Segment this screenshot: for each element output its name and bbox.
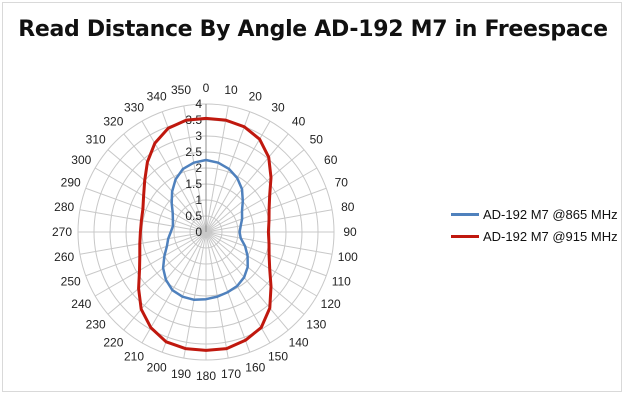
polar-plot: 00.511.522.533.54 0 10 2030405060708090100… [52, 81, 358, 383]
grid-spoke [79, 209, 207, 233]
angle-label: 190 [171, 367, 191, 381]
grid-spoke [161, 111, 207, 233]
grid-spoke [141, 120, 207, 233]
grid-spoke [205, 187, 327, 233]
grid-spoke [161, 231, 207, 353]
grid-spoke [123, 231, 207, 331]
angle-label: 210 [124, 350, 144, 364]
legend-item-865: AD-192 M7 @865 MHz [451, 203, 623, 225]
angle-label: 110 [332, 274, 351, 288]
angle-label: 30 [271, 100, 285, 114]
series-line-915 [137, 116, 273, 352]
chart-title: Read Distance By Angle AD-192 M7 in Free… [18, 17, 608, 42]
radial-tick-label: 2 [195, 161, 202, 175]
angle-label: 0 [203, 81, 210, 95]
angle-label: 250 [61, 274, 81, 288]
angle-label: 10 [224, 83, 238, 97]
grid-spoke [85, 231, 207, 277]
angle-label: 100 [338, 250, 358, 264]
angle-label: 80 [341, 200, 355, 214]
legend: AD-192 M7 @865 MHz AD-192 M7 @915 MHz [451, 203, 623, 247]
radial-tick-label: 2.5 [185, 145, 202, 159]
angle-label: 150 [268, 350, 288, 364]
angle-label: 200 [147, 360, 167, 374]
series-layer [137, 116, 273, 352]
grid-spoke [205, 111, 251, 233]
angle-label: 220 [103, 335, 123, 349]
angle-label: 120 [321, 297, 341, 311]
angle-label: 240 [71, 297, 91, 311]
grid-spoke [205, 105, 229, 233]
radial-tick-label: 3 [195, 129, 202, 143]
angle-label: 350 [171, 83, 191, 97]
grid-spoke [107, 149, 207, 233]
legend-label-915: AD-192 M7 @915 MHz [483, 228, 618, 244]
grid-spoke [107, 231, 207, 315]
grid-spoke [205, 231, 305, 315]
grid-spoke [205, 149, 305, 233]
grid-spoke [79, 231, 207, 255]
legend-swatch-915 [451, 234, 479, 238]
angle-label: 330 [124, 100, 144, 114]
angle-label: 340 [147, 90, 167, 104]
angle-label: 290 [61, 176, 81, 190]
angle-label: 180 [196, 369, 216, 383]
angle-label: 310 [86, 132, 106, 146]
radial-tick-label: 1.5 [185, 177, 202, 191]
grid-spoke [123, 133, 207, 233]
grid-spoke [205, 231, 229, 359]
grid-spoke [94, 167, 207, 233]
angle-label: 140 [289, 335, 309, 349]
radial-tick-label: 0 [195, 225, 202, 239]
series-line-865 [161, 158, 249, 302]
grid-spoke [183, 105, 207, 233]
grid-spoke [205, 231, 318, 297]
angle-label: 70 [335, 176, 349, 190]
grid-spoke [205, 231, 271, 344]
radial-tick-label: 0.5 [185, 209, 202, 223]
angle-label: 280 [54, 200, 74, 214]
legend-swatch-865 [451, 212, 479, 216]
angle-label: 130 [306, 318, 326, 332]
grid-spoke [85, 187, 207, 233]
grid-spoke [205, 133, 289, 233]
grid-spoke [183, 231, 207, 359]
angle-label: 50 [310, 132, 324, 146]
grid-spoke [205, 231, 327, 277]
angle-label: 40 [292, 115, 306, 129]
angle-label: 270 [52, 225, 72, 239]
radial-axis: 00.511.522.533.54 [185, 97, 207, 239]
grid-spoke [205, 231, 289, 331]
grid-spoke [94, 231, 207, 297]
angle-labels: 0 10 2030405060708090100110120130140150160… [52, 81, 358, 383]
angle-label: 260 [54, 250, 74, 264]
legend-label-865: AD-192 M7 @865 MHz [483, 206, 618, 222]
angle-label: 60 [324, 153, 338, 167]
angle-label: 320 [103, 115, 123, 129]
legend-item-915: AD-192 M7 @915 MHz [451, 225, 623, 247]
angle-label: 170 [221, 367, 241, 381]
radial-tick-label: 1 [195, 193, 202, 207]
radial-tick-label: 4 [195, 97, 202, 111]
angle-label: 20 [249, 90, 263, 104]
angle-label: 160 [245, 360, 265, 374]
angle-label: 300 [71, 153, 91, 167]
angle-label: 90 [343, 225, 357, 239]
grid-spoke [141, 231, 207, 344]
grid-spoke [205, 167, 318, 233]
angle-label: 230 [86, 318, 106, 332]
